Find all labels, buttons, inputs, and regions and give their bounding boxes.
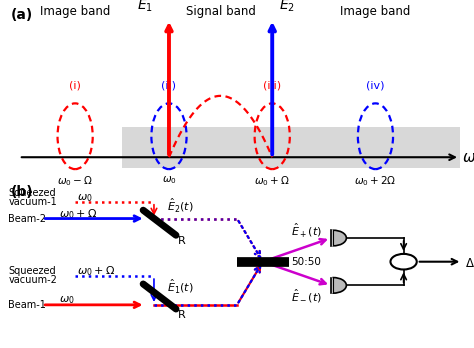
Text: Signal band: Signal band xyxy=(186,5,255,18)
Text: $\omega_0+\Omega$: $\omega_0+\Omega$ xyxy=(77,264,116,278)
Text: $\omega_0$: $\omega_0$ xyxy=(162,174,176,185)
Text: $\hat{E}_+(t)$: $\hat{E}_+(t)$ xyxy=(291,221,322,239)
Text: $\hat{E}_-(t)$: $\hat{E}_-(t)$ xyxy=(291,288,322,305)
Bar xyxy=(331,278,333,293)
Text: Image band: Image band xyxy=(40,5,110,18)
Text: $\hat{E}_1(t)$: $\hat{E}_1(t)$ xyxy=(167,277,193,294)
Text: $\omega_0$: $\omega_0$ xyxy=(59,294,74,306)
Text: $\omega_0+\Omega$: $\omega_0+\Omega$ xyxy=(255,174,290,188)
Text: (ii): (ii) xyxy=(162,81,176,91)
Text: $\hat{E}_2(t)$: $\hat{E}_2(t)$ xyxy=(167,196,193,214)
Circle shape xyxy=(391,254,417,269)
Text: $\omega_0+2\Omega$: $\omega_0+2\Omega$ xyxy=(354,174,397,188)
Text: $\omega_0+\Omega$: $\omega_0+\Omega$ xyxy=(59,207,97,221)
Text: Squeezed: Squeezed xyxy=(9,189,56,198)
Text: (b): (b) xyxy=(10,185,33,199)
Text: (iii): (iii) xyxy=(263,81,281,91)
Text: Squeezed: Squeezed xyxy=(9,267,56,276)
Text: $\Delta\hat{P}(t)$: $\Delta\hat{P}(t)$ xyxy=(465,252,474,271)
Text: $\omega_0$: $\omega_0$ xyxy=(77,192,93,204)
Text: $E_1$: $E_1$ xyxy=(137,0,153,14)
Text: $-$: $-$ xyxy=(396,253,411,271)
Text: (iv): (iv) xyxy=(366,81,385,91)
Text: Beam-2: Beam-2 xyxy=(9,214,46,223)
Text: Image band: Image band xyxy=(340,5,410,18)
Text: (a): (a) xyxy=(10,8,33,22)
Wedge shape xyxy=(333,278,346,293)
Text: $\omega_0-\Omega$: $\omega_0-\Omega$ xyxy=(57,174,93,188)
Text: vacuum-2: vacuum-2 xyxy=(9,275,57,285)
Text: vacuum-1: vacuum-1 xyxy=(9,197,57,207)
Bar xyxy=(331,230,333,246)
Text: $E_2$: $E_2$ xyxy=(279,0,295,14)
Text: $\omega$: $\omega$ xyxy=(462,150,474,165)
Text: (i): (i) xyxy=(69,81,81,91)
Text: R: R xyxy=(178,236,186,246)
Text: R: R xyxy=(178,310,186,319)
Text: 50:50: 50:50 xyxy=(291,257,321,267)
Wedge shape xyxy=(333,230,346,246)
Text: Beam-1: Beam-1 xyxy=(9,300,46,310)
Bar xyxy=(122,127,460,167)
